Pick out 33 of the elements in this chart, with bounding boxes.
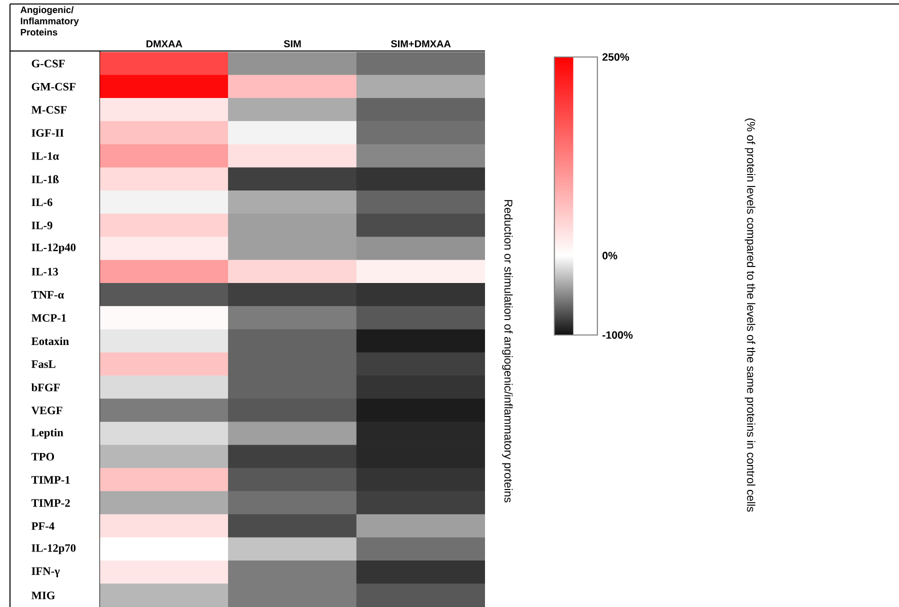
y-tick-label: G-CSF (32, 60, 65, 68)
y-tick-label: IL-1ß (32, 175, 59, 184)
y-tick-label: PF-4 (31, 522, 54, 530)
color-bar-label: 250% (602, 53, 630, 61)
y-tick-label: IFN-γ (32, 567, 60, 578)
text: Angiogenic/ Inflammatory Proteins (20, 6, 79, 36)
y-tick-label: TNF-α (31, 291, 64, 299)
y-tick-label: IL-9 (32, 222, 52, 230)
y-tick-label: IGF-II (32, 129, 64, 137)
x-tick-label: SIM+DMXAA (390, 40, 451, 48)
y-tick-label: bFGF (31, 383, 60, 392)
y-tick-label: TIMP-2 (31, 499, 70, 507)
y-tick-label: IL-12p40 (32, 244, 76, 254)
y-tick-label: Leptin (31, 428, 64, 439)
y-tick-label: FasL (31, 360, 56, 368)
x-tick-label: DMXAA (146, 40, 182, 48)
y-tick-label: Eotaxin (31, 337, 69, 346)
color-bar-label: 0% (602, 252, 618, 260)
y-tick-label: GM-CSF (32, 82, 76, 90)
y-tick-label: TIMP-1 (31, 476, 70, 484)
y-tick-label: IL-6 (32, 198, 52, 206)
y-tick-label: M-CSF (31, 106, 67, 114)
y-tick-label: IL-12p70 (32, 544, 76, 554)
y-tick-label: IL-13 (32, 268, 58, 276)
text: (% of protein levels compared to the levels of the same proteins in control cells (744, 118, 756, 512)
y-tick-label: VEGF (31, 406, 62, 414)
y-tick-label: MCP-1 (31, 314, 66, 322)
color-bar-label: -100% (602, 331, 633, 339)
y-tick-label: MIG (31, 592, 55, 600)
y-tick-label: TPO (31, 452, 54, 460)
x-tick-label: SIM (284, 40, 301, 48)
y-tick-label: IL-1α (32, 152, 59, 160)
color-bar-title: Reduction or stimulation of angiogenic/inflammatory proteins (502, 200, 513, 502)
